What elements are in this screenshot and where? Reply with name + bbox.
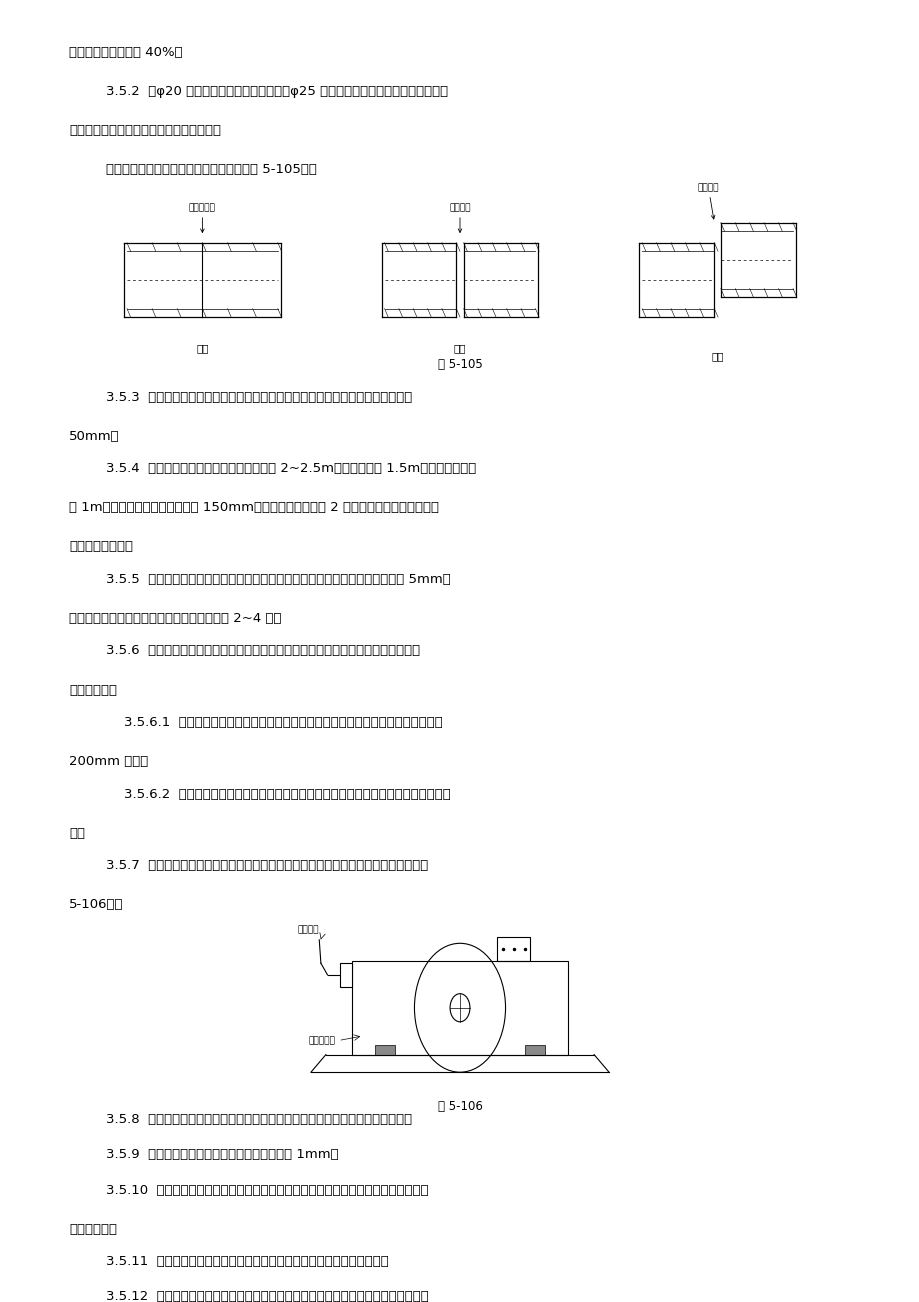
Text: 3.5.6.2  设备进线口和管子出线口用配套的金属软管和软管接头连接，软管应用管卡固: 3.5.6.2 设备进线口和管子出线口用配套的金属软管和软管接头连接，软管应用管… (124, 788, 450, 801)
Bar (352, 961, 567, 1055)
Text: 3.5.7  设备表面上的明配管或金属软管应随设备外形敷设，以求美观，如抱闸配管（图: 3.5.7 设备表面上的明配管或金属软管应随设备外形敷设，以求美观，如抱闸配管（… (106, 859, 427, 872)
Text: 3.5.5  钢管进入接线盒及配电箱，暗配管可用焊接固定，管口露出盒（箱）小于 5mm，: 3.5.5 钢管进入接线盒及配电箱，暗配管可用焊接固定，管口露出盒（箱）小于 5… (106, 573, 450, 586)
Text: 正确: 正确 (196, 342, 209, 353)
Text: 5-106）。: 5-106）。 (69, 898, 123, 911)
Text: 3.5.3  进入落地式配电箱（柜）的电线管路，应排列整齐，管口高于基础面不小于: 3.5.3 进入落地式配电箱（柜）的电线管路，应排列整齐，管口高于基础面不小于 (106, 391, 412, 404)
Text: 3.5.6  钢管与设备连接，要把钢管敷设到设备外壳的进线口内，如有困难，可采用下: 3.5.6 钢管与设备连接，要把钢管敷设到设备外壳的进线口内，如有困难，可采用下 (106, 644, 419, 658)
Bar (374, 1046, 394, 1055)
Text: 3.5.10  机房配线槽除设计选定的厚线槽外，均应沿墙、梁或梯板下面敷设，线槽敷设: 3.5.10 机房配线槽除设计选定的厚线槽外，均应沿墙、梁或梯板下面敷设，线槽敷… (106, 1184, 428, 1197)
Text: 明配管应用锁紧螺母固定，露出锁母的丝扣为 2~4 扣。: 明配管应用锁紧螺母固定，露出锁母的丝扣为 2~4 扣。 (69, 612, 281, 625)
Text: 50mm。: 50mm。 (69, 430, 119, 443)
Text: 3.5.11  梯井线槽到每层的分支导线较多时，应设分线盒并考虑加端子板。: 3.5.11 梯井线槽到每层的分支导线较多时，应设分线盒并考虑加端子板。 (106, 1255, 388, 1268)
Text: 用膨胀螺栓固定。: 用膨胀螺栓固定。 (69, 540, 133, 553)
Bar (497, 937, 530, 961)
Text: 管子焊接接口要齐，不能有缝隙或借口（图 5-105）。: 管子焊接接口要齐，不能有缝隙或借口（图 5-105）。 (106, 163, 316, 176)
Text: 图 5-105: 图 5-105 (437, 358, 482, 371)
Text: 述两种方法：: 述两种方法： (69, 684, 117, 697)
Text: 3.5.12  由线槽引出分支线，如果距指示灯、按手盒较近，可用金属软管敷设；若距离: 3.5.12 由线槽引出分支线，如果距指示灯、按手盒较近，可用金属软管敷设；若距… (106, 1290, 428, 1302)
Text: 3.5.9  管盒要用开孔器开孔，孔径不大于管外径 1mm。: 3.5.9 管盒要用开孔器开孔，孔径不大于管外径 1mm。 (106, 1148, 338, 1161)
Text: 3.5.6.1  在钢管出线口处加软塑料管引入设备，但钢管出线口与设备进线口距离应在: 3.5.6.1 在钢管出线口处加软塑料管引入设备，但钢管出线口与设备进线口距离应… (124, 716, 442, 729)
Text: 接口错开: 接口错开 (697, 184, 719, 219)
Text: 接口有缝: 接口有缝 (448, 203, 471, 233)
Text: 图 5-106: 图 5-106 (437, 1100, 482, 1113)
Text: 3.5.8  井道内敷设电线管时，各层应装分支接线盒（箱），并根据需要加端子板。: 3.5.8 井道内敷设电线管时，各层应装分支接线盒（箱），并根据需要加端子板。 (106, 1113, 412, 1126)
Text: 应横平竖直。: 应横平竖直。 (69, 1223, 117, 1236)
Text: 口、出线口要用钢锉锉光，以免划伤导线。: 口、出线口要用钢锉锉光，以免划伤导线。 (69, 124, 221, 137)
Text: 200mm 以内。: 200mm 以内。 (69, 755, 148, 768)
Text: 错误: 错误 (710, 352, 723, 362)
Bar (340, 963, 352, 987)
Text: 应超过管内净面积的 40%。: 应超过管内净面积的 40%。 (69, 46, 183, 59)
Text: 于 1m，拐弯处及出入箱盒两端为 150mm。每根电线管不少于 2 个支架，支架可直埋墙内或: 于 1m，拐弯处及出入箱盒两端为 150mm。每根电线管不少于 2 个支架，支架… (69, 501, 438, 514)
Text: 3.5.2  配φ20 以下的管采用丝扣管箍连接。φ25 以上的管可采用焊接连接。管子连接: 3.5.2 配φ20 以下的管采用丝扣管箍连接。φ25 以上的管可采用焊接连接。… (106, 85, 448, 98)
Text: 错误: 错误 (453, 342, 466, 353)
Text: 3.5.4  明配管以下各处需设支架：直管每隔 2~2.5m，横管不大于 1.5m，金属软管不大: 3.5.4 明配管以下各处需设支架：直管每隔 2~2.5m，横管不大于 1.5m… (106, 462, 475, 475)
Text: 套塑料管: 套塑料管 (298, 924, 319, 934)
Text: 接口没有缝: 接口没有缝 (188, 203, 216, 233)
Text: 控制电线管: 控制电线管 (309, 1036, 335, 1046)
Text: 定。: 定。 (69, 827, 85, 840)
Bar (525, 1046, 545, 1055)
